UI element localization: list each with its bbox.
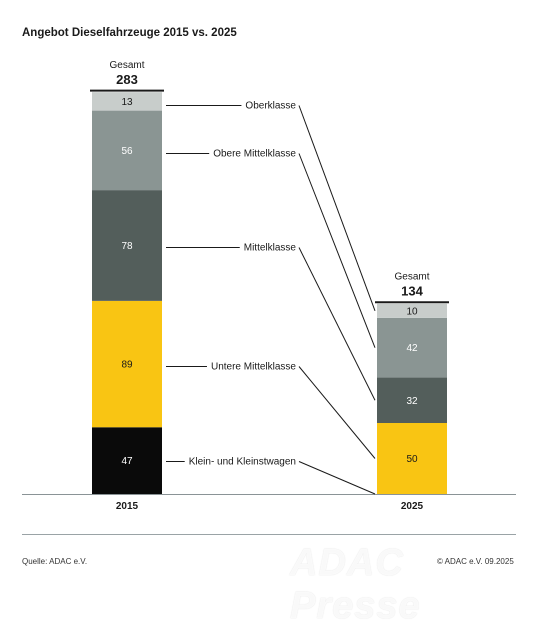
bar-segment [377,423,447,494]
x-tick-label: 2015 [116,501,139,512]
bar-segment [377,377,447,423]
source-note: Quelle: ADAC e.V. [22,557,88,566]
connector-line [298,461,376,495]
total-value: 134 [401,284,423,299]
bar-segment [377,317,447,378]
connector-line [298,105,376,311]
data-label: 42 [406,343,418,354]
total-caption: Gesamt [394,272,429,283]
watermark-logo: ADAC Presse [290,542,421,627]
chart-title: Angebot Dieselfahrzeuge 2015 vs. 2025 [22,27,237,39]
series-label: Untere Mittelklasse [211,362,296,373]
footer-divider [22,534,516,535]
data-label: 10 [406,306,418,317]
series-label: Mittelklasse [244,243,297,254]
bar-segment [92,190,162,301]
connector-line [298,366,376,459]
data-label: 50 [406,454,418,465]
data-label: 13 [121,97,133,108]
connector-line [298,247,376,401]
bar-segment [92,300,162,428]
copyright-note: © ADAC e.V. 09.2025 [437,557,514,566]
data-label: 47 [121,456,133,467]
series-label: Obere Mittelklasse [213,149,296,160]
data-label: 78 [121,241,133,252]
data-label: 89 [121,360,133,371]
connector-line [298,153,376,348]
total-value: 283 [116,72,138,87]
bar-segment [92,110,162,191]
bar-segment [377,303,447,318]
x-tick-label: 2025 [401,501,424,512]
total-caption: Gesamt [109,60,144,71]
bar-segment [92,427,162,494]
data-label: 56 [121,146,133,157]
bar-segment [92,92,162,111]
series-label: Klein- und Kleinstwagen [189,457,296,468]
series-label: Oberklasse [245,101,296,112]
data-label: 32 [406,396,418,407]
stacked-bar-chart: 4789785613Gesamt2832015050324210Gesamt13… [22,60,516,512]
